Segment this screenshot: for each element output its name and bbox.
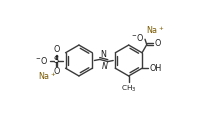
- Text: $^{-}$O: $^{-}$O: [35, 55, 48, 66]
- Text: N: N: [100, 50, 106, 59]
- Text: O: O: [54, 45, 60, 53]
- Text: O: O: [154, 39, 161, 48]
- Text: CH$_3$: CH$_3$: [121, 84, 136, 94]
- Text: $^{-}$O: $^{-}$O: [131, 32, 144, 43]
- Text: O: O: [54, 68, 60, 76]
- Text: S: S: [54, 56, 59, 65]
- Text: Na$^+$: Na$^+$: [38, 71, 56, 83]
- Text: Na$^+$: Na$^+$: [146, 24, 165, 36]
- Text: N: N: [101, 62, 107, 71]
- Text: OH: OH: [150, 64, 162, 73]
